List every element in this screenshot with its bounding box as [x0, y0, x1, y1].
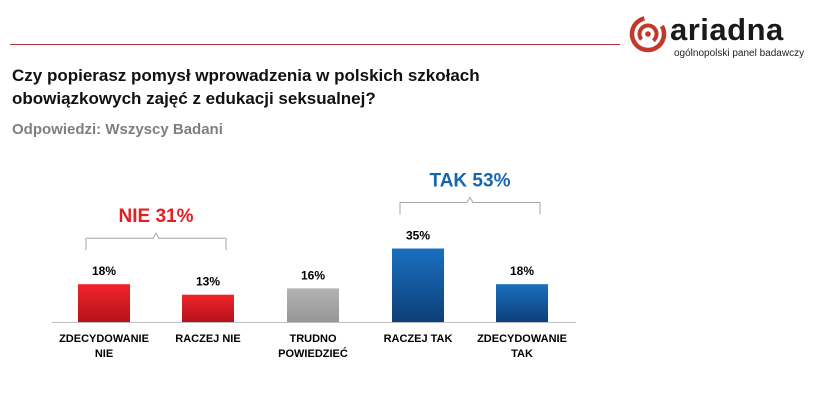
logo-wordmark: ariadna — [670, 12, 784, 47]
category-label: ZDECYDOWANIE — [59, 333, 149, 345]
question-line-1: Czy popierasz pomysł wprowadzenia w pols… — [12, 66, 480, 85]
question-title: Czy popierasz pomysł wprowadzenia w pols… — [12, 64, 612, 110]
category-label: TAK — [511, 348, 533, 360]
bar — [496, 284, 548, 322]
bar-value-label: 35% — [406, 229, 430, 243]
bar-value-label: 18% — [510, 264, 534, 278]
category-label: TRUDNO — [289, 333, 336, 345]
bar-value-label: 16% — [301, 268, 325, 282]
bar-value-label: 18% — [92, 264, 116, 278]
category-label: RACZEJ NIE — [175, 333, 240, 345]
ariadna-spiral-logo-icon — [629, 15, 667, 53]
question-line-2: obowiązkowych zajęć z edukacji seksualne… — [12, 89, 376, 108]
group-total-label: TAK 53% — [430, 171, 511, 192]
bar — [78, 284, 130, 322]
category-label: RACZEJ TAK — [384, 333, 453, 345]
logo-tagline: ogólnopolski panel badawczy — [674, 48, 805, 59]
category-label: POWIEDZIEĆ — [278, 347, 348, 360]
category-label: NIE — [95, 348, 113, 360]
bar — [287, 288, 339, 322]
bar — [392, 248, 444, 322]
bar — [182, 294, 234, 322]
respondents-subtitle: Odpowiedzi: Wszyscy Badani — [12, 121, 223, 138]
ariadna-logo: ariadna ogólnopolski panel badawczy — [628, 12, 813, 62]
group-bracket — [399, 196, 541, 215]
category-label: ZDECYDOWANIE — [477, 333, 567, 345]
group-bracket — [85, 232, 227, 251]
bar-value-label: 13% — [196, 275, 220, 289]
header-divider — [10, 44, 620, 45]
group-total-label: NIE 31% — [119, 206, 194, 227]
